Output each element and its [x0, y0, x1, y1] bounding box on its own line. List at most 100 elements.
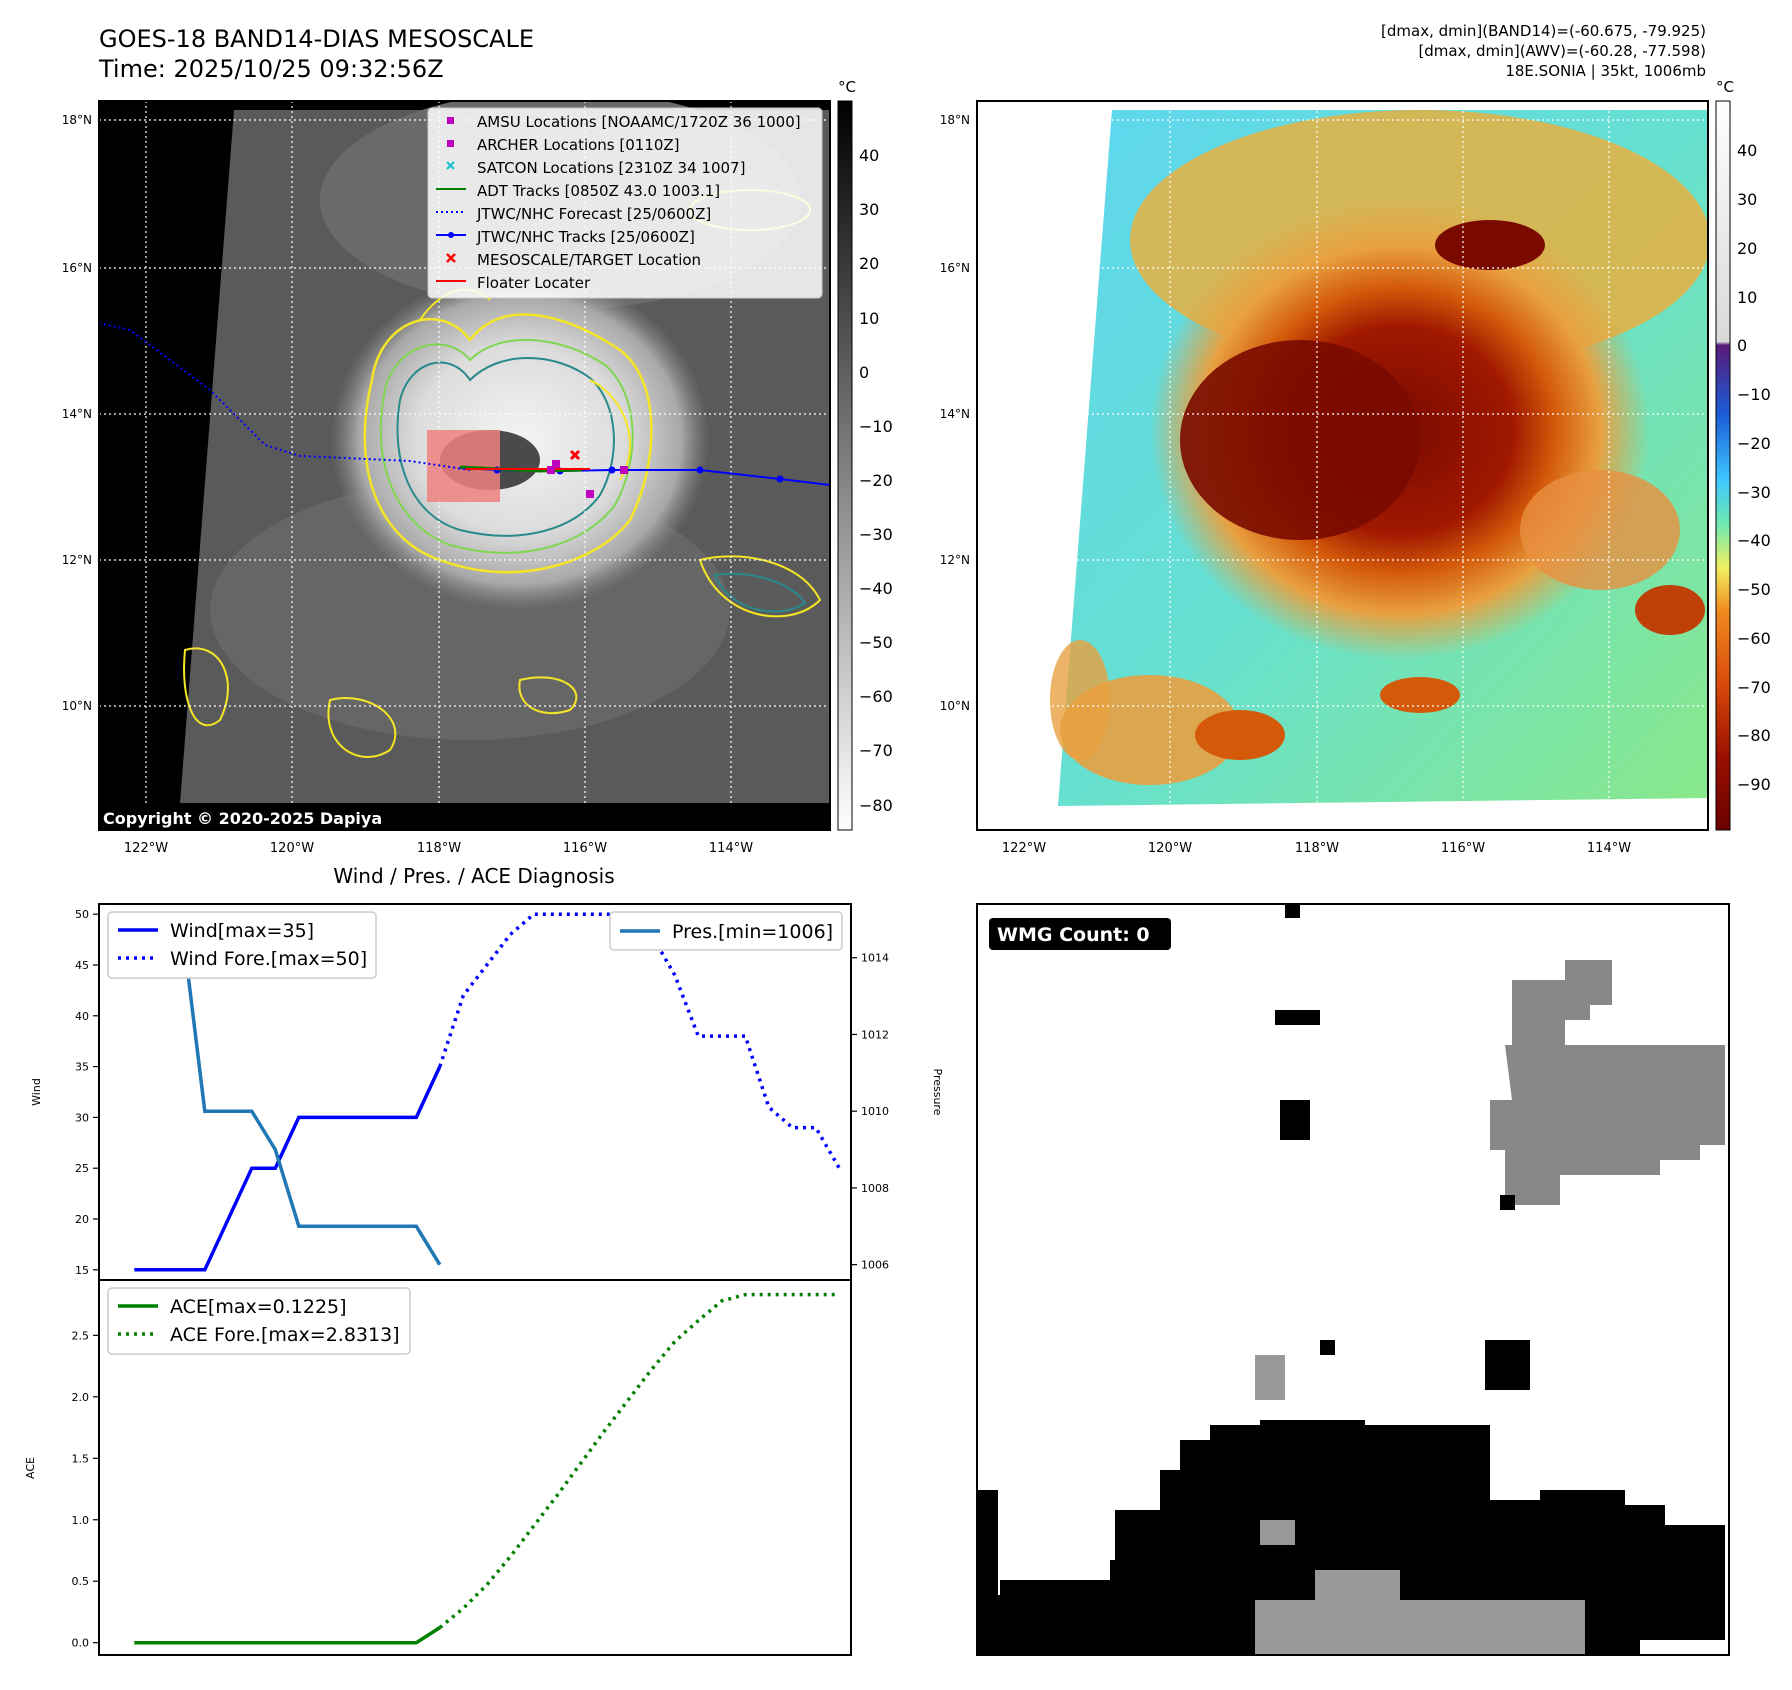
map2-gridlines [977, 101, 1708, 830]
lat-label: 12°N [940, 553, 970, 567]
lat-label: 14°N [940, 407, 970, 421]
cb2-tick: −40 [1737, 531, 1771, 550]
cb1-tick: −50 [859, 633, 893, 652]
info-line-band14: [dmax, dmin](BAND14)=(-60.675, -79.925) [1381, 22, 1706, 40]
map2-lat-labels: 18°N 16°N 14°N 12°N 10°N [940, 113, 970, 713]
legend-label-floater: Floater Locater [477, 274, 591, 292]
legend-target-marker [446, 253, 456, 263]
jtwc-forecast-track [98, 322, 471, 471]
lat-label: 16°N [62, 261, 92, 275]
y-tick-label: 0.0 [72, 1637, 90, 1650]
lon-label: 120°W [270, 841, 314, 856]
wmg-panel: WMG Count: 0 [976, 903, 1730, 1656]
cb1-tick: −40 [859, 579, 893, 598]
archer-amsu-markers [547, 460, 628, 498]
cb2-tick: 20 [1737, 239, 1757, 258]
lon-label: 118°W [1295, 841, 1339, 856]
wmg-count-badge [989, 918, 1171, 950]
map1-legend: AMSU Locations [NOAAMC/1720Z 36 1000] AR… [427, 107, 823, 299]
colorbar1-ticks: 40 30 20 10 0 −10 −20 −30 −40 −50 −60 −7… [859, 146, 893, 815]
target-location-marker [569, 449, 581, 461]
lon-label: 120°W [1148, 841, 1192, 856]
pressure-axis-ticks: 1014 1012 1010 1008 1006 [851, 952, 889, 1272]
map2-frame [976, 100, 1709, 831]
lon-label: 122°W [124, 841, 168, 856]
lon-label: 116°W [1441, 841, 1485, 856]
wmg-gray-specks [1255, 1355, 1585, 1655]
legend-label-tracks: JTWC/NHC Tracks [25/0600Z] [476, 228, 695, 246]
ace-chart: ACE 2.5 2.0 1.5 1.0 0.5 0.0 ACE[max=0.1225] A… [24, 1279, 852, 1656]
cb1-tick: −70 [859, 741, 893, 760]
legend-label-satcon: SATCON Locations [2310Z 34 1007] [477, 159, 745, 177]
colorbar-grayscale: °C 40 30 20 10 0 −10 −20 −30 −40 −50 −60… [837, 78, 893, 831]
pressure-legend: Pres.[min=1006] [609, 911, 843, 951]
ace-axis-ticks: 2.5 2.0 1.5 1.0 0.5 0.0 [72, 1329, 99, 1650]
cb1-tick: −20 [859, 471, 893, 490]
y-tick-label: 2.0 [72, 1391, 90, 1404]
lon-label: 118°W [417, 841, 461, 856]
cb1-tick: 20 [859, 254, 879, 273]
y-tick-label: 50 [75, 908, 89, 921]
ace-axis-label: ACE [24, 1457, 37, 1479]
cb1-tick: 0 [859, 363, 869, 382]
diagnosis-chart-title: Wind / Pres. / ACE Diagnosis [333, 864, 614, 888]
copyright-text: Copyright © 2020-2025 Dapiya [103, 809, 382, 828]
cb1-tick: −80 [859, 796, 893, 815]
wind-axis-label: Wind [30, 1078, 43, 1106]
legend-pressure-label: Pres.[min=1006] [672, 921, 833, 943]
cb2-tick: 0 [1737, 336, 1747, 355]
cb2-tick: −80 [1737, 726, 1771, 745]
wmg-gray-region-upper [1490, 960, 1725, 1205]
colorbar-color: °C 40 30 20 10 0 −10 −20 −30 −40 −50 −60… [1715, 78, 1771, 831]
legend-label-forecast: JTWC/NHC Forecast [25/0600Z] [476, 205, 711, 223]
legend-archer-marker [447, 140, 454, 147]
y-tick-label: 35 [75, 1061, 89, 1074]
wind-axis-ticks: 50 45 40 35 30 25 20 15 [75, 908, 99, 1277]
cb2-tick: −70 [1737, 678, 1771, 697]
series-line [134, 1065, 442, 1272]
lon-label: 114°W [1587, 841, 1631, 856]
chart-title: GOES-18 BAND14-DIAS MESOSCALE [99, 25, 535, 53]
cb1-tick: 30 [859, 200, 879, 219]
cb1-tick: 10 [859, 309, 879, 328]
legend-label-adt: ADT Tracks [0850Z 43.0 1003.1] [477, 182, 720, 200]
y-tick-label: 25 [75, 1162, 89, 1175]
pressure-axis-label: Pressure [931, 1069, 944, 1116]
y-tick-label: 2.5 [72, 1329, 90, 1342]
y-tick-label: 20 [75, 1213, 89, 1226]
legend-label-amsu: AMSU Locations [NOAAMC/1720Z 36 1000] [477, 113, 801, 131]
colorbar2-unit: °C [1716, 78, 1734, 96]
cb2-tick: −60 [1737, 629, 1771, 648]
wind-series-lines [134, 912, 841, 1272]
lat-label: 18°N [62, 113, 92, 127]
lon-label: 114°W [709, 841, 753, 856]
series-line [134, 917, 442, 1266]
map1-lat-labels: 18°N 16°N 14°N 12°N 10°N [62, 113, 92, 713]
copyright-bar [99, 806, 830, 830]
map1-frame [98, 100, 831, 831]
y-right-tick-label: 1012 [861, 1028, 889, 1041]
lat-label: 12°N [62, 553, 92, 567]
cb1-tick: −10 [859, 417, 893, 436]
y-right-tick-label: 1008 [861, 1182, 889, 1195]
cb2-tick: 10 [1737, 288, 1757, 307]
y-tick-label: 1.5 [72, 1452, 90, 1465]
map2-lon-labels: 122°W 120°W 118°W 116°W 114°W [1002, 841, 1631, 856]
cb2-tick: −10 [1737, 385, 1771, 404]
cb2-tick: −20 [1737, 434, 1771, 453]
lat-label: 10°N [940, 699, 970, 713]
y-tick-label: 40 [75, 1010, 89, 1023]
y-tick-label: 1.0 [72, 1514, 90, 1527]
y-right-tick-label: 1010 [861, 1105, 889, 1118]
y-right-tick-label: 1014 [861, 952, 889, 965]
colorbar1-unit: °C [838, 78, 856, 96]
info-line-storm: 18E.SONIA | 35kt, 1006mb [1505, 62, 1706, 80]
lat-label: 16°N [940, 261, 970, 275]
wmg-count-label: WMG Count: 0 [997, 924, 1150, 946]
lat-label: 10°N [62, 699, 92, 713]
legend-amsu-marker [447, 117, 454, 124]
legend-ace-forecast-label: ACE Fore.[max=2.8313] [170, 1324, 400, 1346]
cb1-tick: 40 [859, 146, 879, 165]
